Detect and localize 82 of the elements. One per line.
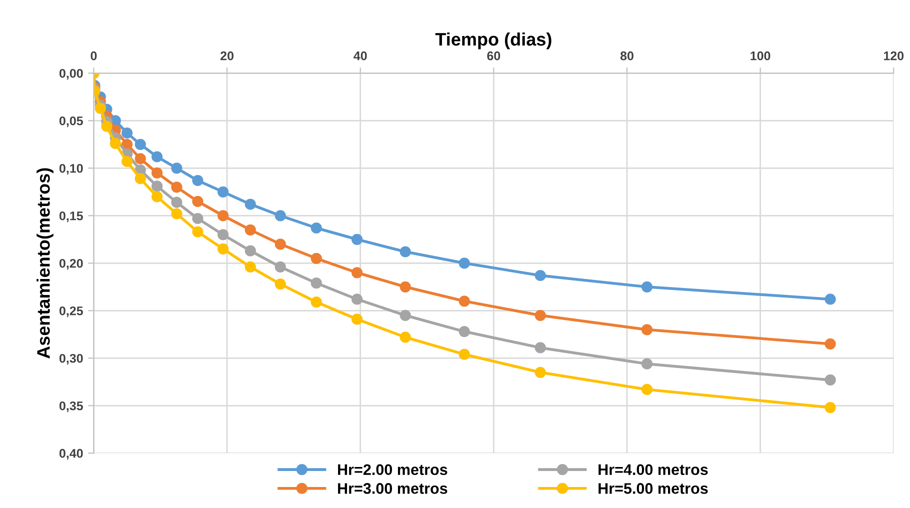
point	[274, 278, 286, 290]
point	[244, 224, 256, 236]
point	[134, 153, 146, 164]
point	[274, 261, 286, 272]
point	[824, 374, 836, 386]
y-tick-label: 0,00	[59, 68, 83, 80]
point	[122, 127, 133, 139]
point	[217, 243, 229, 254]
x-tick-label: 0	[90, 51, 97, 60]
point	[171, 196, 182, 208]
point	[134, 138, 146, 150]
x-tick-label: 100	[750, 51, 770, 60]
point	[458, 326, 470, 338]
point	[101, 120, 112, 132]
point	[458, 258, 470, 269]
point	[824, 402, 836, 414]
y-tick-label: 0,35	[59, 401, 83, 412]
point	[310, 252, 322, 264]
x-tick-label: 20	[220, 51, 234, 60]
point	[400, 246, 411, 258]
point	[152, 167, 163, 178]
point	[824, 294, 836, 305]
point	[274, 210, 286, 222]
point	[351, 314, 363, 325]
point	[192, 212, 204, 224]
point	[152, 151, 163, 162]
point	[152, 180, 163, 192]
point	[641, 384, 653, 396]
legend-label: Hr=5.00 metros	[598, 483, 708, 494]
point	[217, 229, 229, 240]
point	[351, 294, 363, 305]
legend-label: Hr=4.00 metros	[598, 464, 708, 476]
x-tick-label: 60	[487, 51, 500, 60]
legend-label: Hr=3.00 metros	[338, 483, 448, 494]
point	[122, 156, 133, 168]
point	[217, 210, 229, 222]
point	[534, 270, 546, 282]
point	[310, 296, 322, 308]
y-tick-label: 0,25	[59, 306, 83, 318]
point	[134, 173, 146, 184]
x-axis-title: Tiempo (dias)	[435, 32, 552, 50]
y-tick-label: 0,15	[59, 211, 83, 222]
x-tick-label: 80	[620, 51, 634, 60]
point	[351, 267, 363, 278]
point	[458, 296, 470, 307]
point	[244, 261, 256, 272]
point	[400, 310, 411, 321]
point	[458, 348, 470, 360]
point	[534, 310, 546, 321]
point	[310, 278, 322, 289]
y-tick-label: 0,40	[59, 448, 83, 460]
y-tick-label: 0,10	[59, 164, 83, 175]
y-axis-title: Asentamiento(metros)	[36, 168, 54, 358]
y-tick-label: 0,05	[59, 116, 83, 128]
point	[824, 338, 836, 350]
point	[152, 191, 163, 202]
point	[192, 226, 204, 238]
point	[217, 186, 229, 198]
point	[351, 234, 363, 245]
point	[641, 281, 653, 292]
point	[400, 281, 411, 292]
point	[641, 324, 653, 336]
point	[171, 182, 182, 193]
legend-label: Hr=2.00 metros	[338, 464, 448, 476]
point	[641, 358, 653, 370]
point	[274, 238, 286, 250]
point	[110, 138, 121, 150]
point	[310, 222, 322, 234]
point	[171, 208, 182, 220]
point	[400, 332, 411, 343]
point	[94, 102, 106, 114]
y-tick-label: 0,20	[59, 258, 83, 270]
point	[244, 198, 256, 210]
point	[534, 366, 546, 378]
point	[192, 196, 204, 207]
point	[192, 174, 204, 186]
point	[171, 162, 182, 174]
point	[244, 245, 256, 256]
y-tick-label: 0,30	[59, 354, 83, 365]
x-tick-label: 40	[354, 51, 367, 60]
x-tick-label: 120	[884, 51, 904, 60]
point	[534, 342, 546, 354]
